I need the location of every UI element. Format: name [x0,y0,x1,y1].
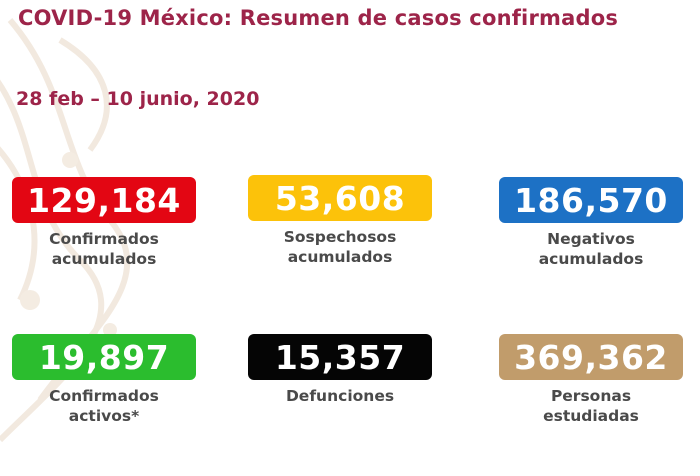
card-label-line2: acumulados [538,250,644,268]
card-label-line1: Personas [550,387,632,405]
card-label: Defunciones [248,386,432,406]
card-confirmed-cumulative: 129,184 Confirmados acumulados [12,177,196,269]
card-label: Confirmados acumulados [12,229,196,269]
card-label-line1: Confirmados [49,230,159,248]
card-label-line2: estudiadas [543,407,639,425]
page-title: COVID-19 México: Resumen de casos confir… [18,6,619,30]
card-label-line1: Confirmados [49,387,159,405]
card-negative-cumulative: 186,570 Negativos acumulados [499,177,683,269]
card-label-line2: activos* [68,407,140,425]
card-deaths: 15,357 Defunciones [248,334,432,406]
card-suspected-cumulative: 53,608 Sospechosos acumulados [248,175,432,267]
card-value-box: 129,184 [12,177,196,223]
card-label: Sospechosos acumulados [248,227,432,267]
card-label-line1: Sospechosos [283,228,397,246]
card-label: Personas estudiadas [499,386,683,426]
card-value-box: 369,362 [499,334,683,380]
card-confirmed-active: 19,897 Confirmados activos* [12,334,196,426]
card-label-line1: Defunciones [285,387,395,405]
card-value-box: 19,897 [12,334,196,380]
card-label-line2: acumulados [51,250,157,268]
card-label: Confirmados activos* [12,386,196,426]
card-label-line2: acumulados [287,248,393,266]
card-value-box: 186,570 [499,177,683,223]
card-value-box: 15,357 [248,334,432,380]
card-label-line1: Negativos [547,230,635,248]
card-value-box: 53,608 [248,175,432,221]
date-range: 28 feb – 10 junio, 2020 [16,88,260,110]
card-label: Negativos acumulados [499,229,683,269]
card-persons-studied: 369,362 Personas estudiadas [499,334,683,426]
